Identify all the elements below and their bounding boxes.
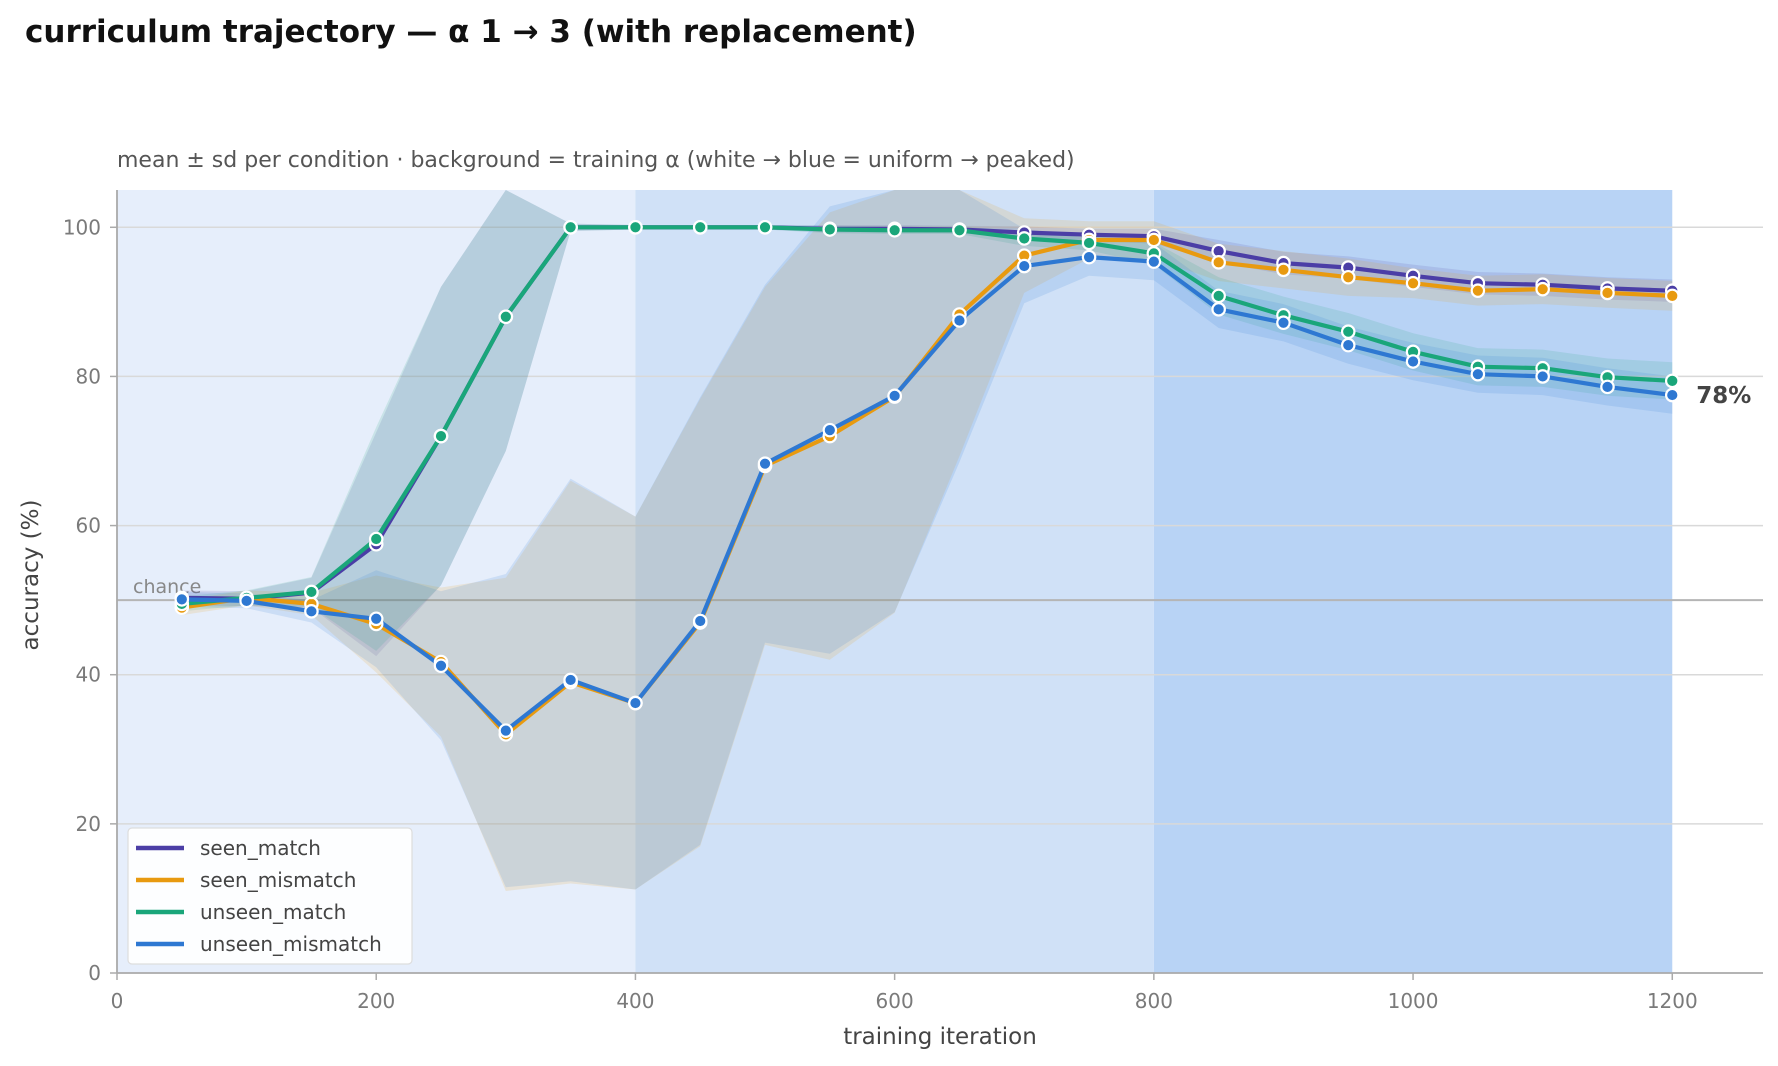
point-seen_mismatch-1200 [1664,288,1680,304]
point-unseen_match-500 [757,219,773,235]
point-seen_mismatch-800 [1146,232,1162,248]
point-unseen_mismatch-900 [1276,315,1291,331]
point-unseen_match-450 [692,219,708,235]
y-tick-label-20: 20 [76,812,101,836]
point-unseen_match-600 [887,222,902,238]
background-bands [117,190,1673,973]
point-unseen_mismatch-200 [368,611,384,627]
y-axis-label: accuracy (%) [18,500,44,651]
point-unseen_match-750 [1081,235,1097,251]
sd-band-seen_mismatch [181,190,1673,891]
point-unseen_mismatch-500 [757,456,773,471]
point-unseen_match-250 [433,428,449,444]
legend-label-seen_match: seen_match [200,836,321,860]
point-unseen_match-200 [368,531,384,547]
point-seen_mismatch-850 [1211,255,1226,270]
point-seen_mismatch-950 [1340,269,1356,285]
point-unseen_mismatch-450 [692,613,708,629]
point-seen_mismatch-1150 [1600,285,1615,301]
legend-label-seen_mismatch: seen_mismatch [200,868,356,892]
series-lines [179,225,1675,737]
point-unseen_match-850 [1211,288,1226,304]
point-unseen_mismatch-650 [952,313,967,328]
x-tick-label-600: 600 [876,989,914,1013]
legend-box [127,827,413,965]
x-tick-label-1000: 1000 [1388,989,1439,1013]
y-tick-label-80: 80 [76,364,101,388]
point-unseen_mismatch-50 [174,592,190,607]
point-unseen_mismatch-600 [887,388,902,404]
point-unseen_mismatch-1150 [1600,379,1615,395]
point-unseen_mismatch-300 [498,723,514,738]
y-tick-label-40: 40 [76,663,101,687]
x-tick-label-400: 400 [616,989,654,1013]
end-value-label: 78% [1696,383,1751,409]
point-unseen_mismatch-750 [1081,249,1097,265]
point-unseen_match-350 [563,219,578,235]
point-unseen_mismatch-800 [1146,254,1162,269]
point-unseen_match-400 [628,219,643,235]
point-unseen_match-550 [822,222,838,237]
legend-label-unseen_mismatch: unseen_mismatch [200,932,382,956]
sd-band-unseen_mismatch [181,190,1673,890]
point-unseen_mismatch-950 [1340,337,1356,353]
point-seen_mismatch-1000 [1405,275,1421,291]
point-seen_mismatch-900 [1276,262,1291,278]
x-tick-label-800: 800 [1135,989,1173,1013]
point-unseen_match-150 [304,584,319,600]
point-unseen_mismatch-400 [628,695,643,711]
x-tick-label-200: 200 [357,989,395,1013]
point-unseen_match-950 [1340,324,1356,339]
chart-subtitle: mean ± sd per condition · background = t… [117,148,1075,173]
point-unseen_mismatch-1100 [1535,369,1550,384]
x-tick-label-1200: 1200 [1647,989,1698,1013]
point-unseen_mismatch-250 [433,658,449,674]
point-unseen_match-1200 [1664,373,1680,389]
point-unseen_mismatch-1050 [1470,366,1486,382]
series-points [174,219,1680,742]
point-unseen_match-300 [498,309,514,325]
point-unseen_mismatch-150 [304,604,319,619]
point-unseen_match-650 [952,222,967,238]
chart-title: curriculum trajectory — α 1 → 3 (with re… [25,14,917,50]
point-seen_mismatch-1050 [1470,283,1486,298]
series-line-unseen_match [179,225,1675,607]
y-tick-label-0: 0 [88,961,101,985]
x-tick-label-0: 0 [111,989,124,1013]
point-unseen_match-700 [1016,231,1032,246]
axes [110,190,1763,980]
point-unseen_mismatch-350 [563,672,578,688]
background-band-2 [1153,190,1673,973]
y-tick-label-100: 100 [63,215,101,239]
tick-labels: 0 200 400 600 800 1000 1200 0 20 40 60 80 100 [63,215,1698,1013]
series-line-unseen_mismatch [179,255,1675,733]
legend: seen_match seen_mismatch unseen_matchunsee… [127,827,413,965]
point-unseen_mismatch-100 [239,593,254,609]
y-tick-label-60: 60 [76,514,101,538]
x-axis-label: training iteration [843,1024,1037,1050]
legend-label-unseen_match: unseen_match [200,900,346,924]
point-unseen_mismatch-1200 [1664,387,1680,403]
point-unseen_mismatch-700 [1016,258,1032,274]
background-band-1 [635,190,1154,973]
point-unseen_mismatch-550 [822,422,838,438]
sd-band-unseen_match [181,190,1673,651]
point-seen_mismatch-1100 [1535,281,1550,297]
point-unseen_mismatch-850 [1211,302,1226,317]
point-unseen_mismatch-1000 [1405,354,1421,369]
